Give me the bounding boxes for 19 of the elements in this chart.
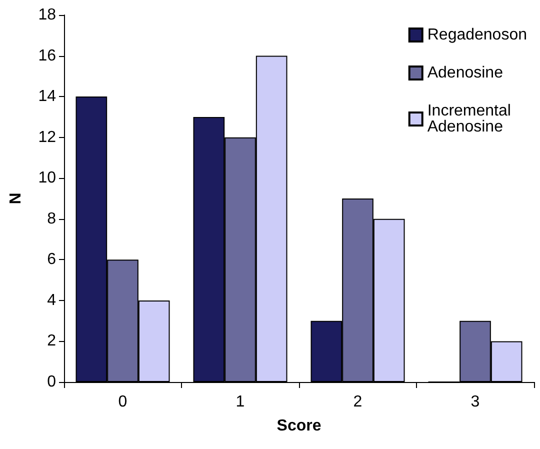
x-tick-label: 1: [236, 394, 245, 410]
x-tick-label: 0: [118, 394, 128, 410]
legend-label: Adenosine: [427, 64, 504, 82]
y-tick-label: 10: [38, 170, 56, 187]
y-tick-label: 8: [47, 210, 56, 228]
x-axis-title: Score: [276, 418, 322, 434]
y-tick-label: 6: [47, 251, 56, 268]
legend-label: Regadenoson: [427, 26, 527, 44]
y-tick-label: 12: [38, 128, 56, 146]
y-tick-label: 16: [38, 47, 56, 64]
x-tick-label: 3: [470, 394, 480, 410]
legend-label: Incremental Adenosine: [427, 102, 516, 136]
y-tick-label: 4: [47, 292, 56, 309]
y-axis-title: N: [8, 192, 24, 204]
y-tick-label: 2: [47, 332, 56, 350]
y-tick-label: 0: [47, 374, 56, 390]
y-tick-label: 18: [38, 6, 56, 24]
x-tick-label: 2: [353, 394, 362, 410]
y-tick-label: 14: [38, 88, 56, 106]
